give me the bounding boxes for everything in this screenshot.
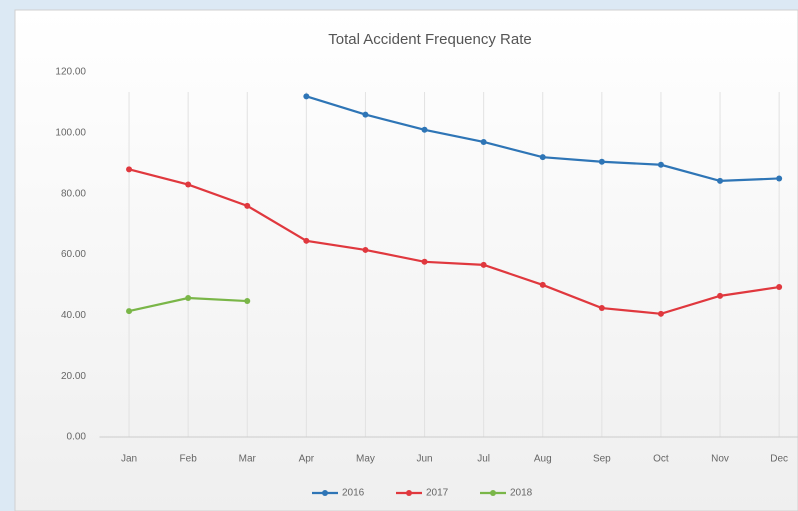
- data-point: [303, 237, 310, 244]
- legend-label: 2017: [426, 488, 449, 499]
- x-tick-label: Feb: [180, 454, 198, 465]
- x-tick-label: May: [356, 454, 375, 465]
- y-tick-label: 20.00: [61, 371, 86, 382]
- data-point: [480, 138, 487, 145]
- data-point: [244, 202, 251, 209]
- x-tick-label: Mar: [239, 454, 257, 465]
- data-point: [480, 261, 487, 268]
- legend-label: 2018: [510, 488, 533, 499]
- x-tick-label: Aug: [534, 454, 552, 465]
- x-tick-label: Jan: [121, 454, 137, 465]
- x-tick-label: Jul: [477, 454, 490, 465]
- data-point: [303, 93, 310, 100]
- data-point: [657, 310, 664, 317]
- legend-marker: [490, 490, 496, 496]
- data-point: [776, 175, 783, 182]
- x-tick-label: Nov: [711, 454, 729, 465]
- data-point: [539, 281, 546, 288]
- legend-label: 2016: [342, 488, 365, 499]
- data-point: [244, 298, 251, 305]
- data-point: [421, 258, 428, 265]
- y-tick-label: 80.00: [61, 188, 86, 199]
- data-point: [598, 305, 605, 312]
- chart-area: [14, 9, 798, 511]
- data-point: [362, 246, 369, 253]
- data-point: [657, 161, 664, 168]
- y-tick-label: 0.00: [67, 432, 87, 443]
- legend-marker: [322, 490, 328, 496]
- y-tick-label: 120.00: [55, 67, 86, 78]
- data-point: [717, 292, 724, 299]
- legend-marker: [406, 490, 412, 496]
- data-point: [717, 177, 724, 184]
- data-point: [185, 294, 192, 301]
- x-tick-label: Sep: [593, 454, 611, 465]
- y-tick-label: 40.00: [61, 310, 86, 321]
- data-point: [598, 158, 605, 165]
- data-point: [126, 166, 133, 173]
- data-point: [185, 181, 192, 188]
- data-point: [126, 308, 133, 315]
- chart-title: Total Accident Frequency Rate: [328, 31, 531, 48]
- x-tick-label: Jun: [416, 454, 432, 465]
- x-tick-label: Apr: [299, 454, 315, 465]
- data-point: [362, 111, 369, 118]
- x-tick-label: Dec: [770, 454, 788, 465]
- y-tick-label: 100.00: [55, 127, 86, 138]
- data-point: [539, 154, 546, 161]
- series-line: [128, 168, 780, 315]
- y-tick-label: 60.00: [61, 249, 86, 260]
- data-point: [421, 126, 428, 133]
- x-tick-label: Oct: [653, 454, 669, 465]
- data-point: [776, 284, 783, 291]
